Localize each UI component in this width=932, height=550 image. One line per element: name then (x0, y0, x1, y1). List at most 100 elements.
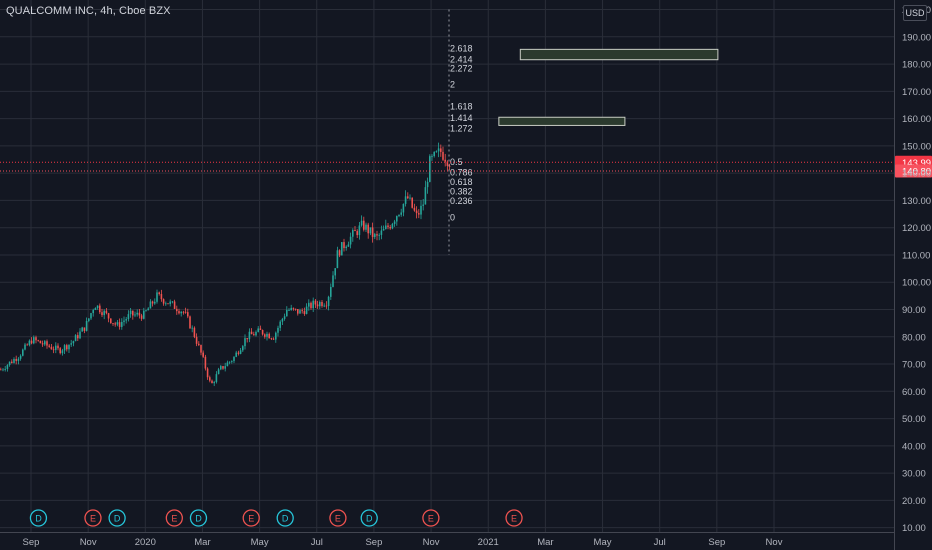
y-tick-label: 30.00 (902, 469, 926, 480)
candle-body (136, 312, 138, 315)
candle-body (61, 350, 64, 354)
candle-body (444, 159, 446, 162)
x-tick-label: May (594, 537, 612, 548)
candle-body (418, 213, 420, 215)
candle-body (314, 300, 317, 305)
candle-body (160, 293, 163, 300)
candle-body (297, 309, 299, 314)
x-tick-label: Mar (194, 537, 210, 548)
x-tick-label: Jul (654, 537, 666, 548)
candle-body (429, 156, 431, 182)
candle-body (41, 343, 44, 345)
x-tick-label: Nov (80, 537, 97, 548)
candle-body (235, 352, 237, 357)
candle-body (68, 344, 70, 350)
candle-body (380, 230, 383, 235)
fib-level-label: 1.414 (450, 113, 473, 123)
earnings-marker-icon[interactable] (84, 509, 102, 527)
dividend-marker-icon[interactable] (360, 509, 378, 527)
earnings-marker-letter: E (428, 514, 434, 524)
candle-body (193, 327, 196, 337)
candle-body (301, 310, 303, 312)
candle-body (277, 327, 279, 333)
y-tick-label: 120.00 (902, 223, 931, 234)
candle-body (116, 322, 119, 325)
candle-body (338, 250, 341, 256)
dividend-marker-icon[interactable] (276, 509, 294, 527)
y-tick-label: 20.00 (902, 496, 926, 507)
candle-body (140, 315, 143, 319)
earnings-marker-icon[interactable] (505, 509, 523, 527)
candle-body (145, 310, 147, 312)
earnings-marker-icon[interactable] (329, 509, 347, 527)
candle-body (222, 366, 224, 369)
candle-body (96, 305, 99, 308)
candle-body (246, 338, 248, 340)
target-zone-box[interactable] (498, 116, 626, 126)
candle-body (48, 345, 50, 347)
candle-body (404, 196, 407, 204)
candle-body (283, 316, 286, 319)
candle-body (17, 358, 20, 361)
dividend-marker-letter: D (282, 514, 289, 524)
candle-body (402, 203, 405, 213)
time-axis[interactable]: Sep Nov 2020 Mar May Jul Sep Nov 2021 Mar May Jul Se… (0, 532, 894, 549)
target-zones[interactable] (498, 48, 719, 126)
earnings-marker-icon[interactable] (422, 509, 440, 527)
candle-body (33, 337, 35, 344)
candle-body (448, 165, 451, 167)
candle-body (88, 318, 90, 321)
candle-body (200, 345, 202, 353)
candle-body (352, 230, 354, 237)
candle-body (231, 361, 233, 362)
fib-level-label: 0.382 (450, 186, 473, 196)
candle-body (213, 382, 215, 384)
candle-body (165, 303, 167, 305)
dividend-marker-icon[interactable] (189, 509, 208, 527)
price-badge-label: 143.99 (902, 158, 931, 169)
candle-body (77, 335, 79, 339)
candle-body (321, 301, 323, 307)
candle-body (92, 310, 94, 314)
y-tick-label: 160.00 (902, 114, 931, 125)
earnings-marker-icon[interactable] (165, 509, 183, 527)
fib-level-label: 2 (450, 79, 455, 89)
candle-body (81, 327, 83, 332)
dividend-marker-icon[interactable] (29, 509, 48, 527)
x-tick-label: Sep (365, 537, 382, 548)
candle-body (28, 340, 31, 346)
candle-body (389, 227, 391, 229)
grid-lines (0, 0, 894, 532)
candle-body (343, 242, 345, 249)
candle-body (180, 311, 182, 314)
candle-body (398, 214, 400, 217)
candle-body (396, 216, 398, 222)
candle-body (134, 314, 136, 316)
candle-body (407, 196, 409, 199)
currency-badge[interactable]: USD (903, 5, 927, 21)
fib-level-label: 0.786 (450, 168, 473, 178)
candle-body (35, 337, 37, 341)
price-badge[interactable] (895, 164, 932, 178)
candle-body (365, 224, 367, 230)
candle-body (143, 310, 145, 319)
candle-body (224, 366, 226, 369)
earnings-marker-letter: E (335, 514, 341, 524)
price-axis[interactable]: 10.00 20.00 30.00 40.00 50.00 60.00 70.00 80.00… (894, 0, 932, 550)
y-tick-label: 170.00 (902, 87, 931, 98)
candle-body (433, 151, 435, 157)
candle-body (195, 336, 198, 344)
candle-body (312, 300, 314, 309)
candle-body (129, 310, 132, 315)
dividend-marker-icon[interactable] (108, 509, 126, 527)
candle-body (376, 234, 378, 236)
target-zone-box[interactable] (519, 48, 719, 61)
candle-body (323, 305, 325, 307)
candle-body (209, 377, 211, 381)
earnings-marker-icon[interactable] (242, 509, 260, 527)
x-tick-label: Mar (537, 537, 553, 548)
y-tick-label: 60.00 (902, 387, 926, 398)
